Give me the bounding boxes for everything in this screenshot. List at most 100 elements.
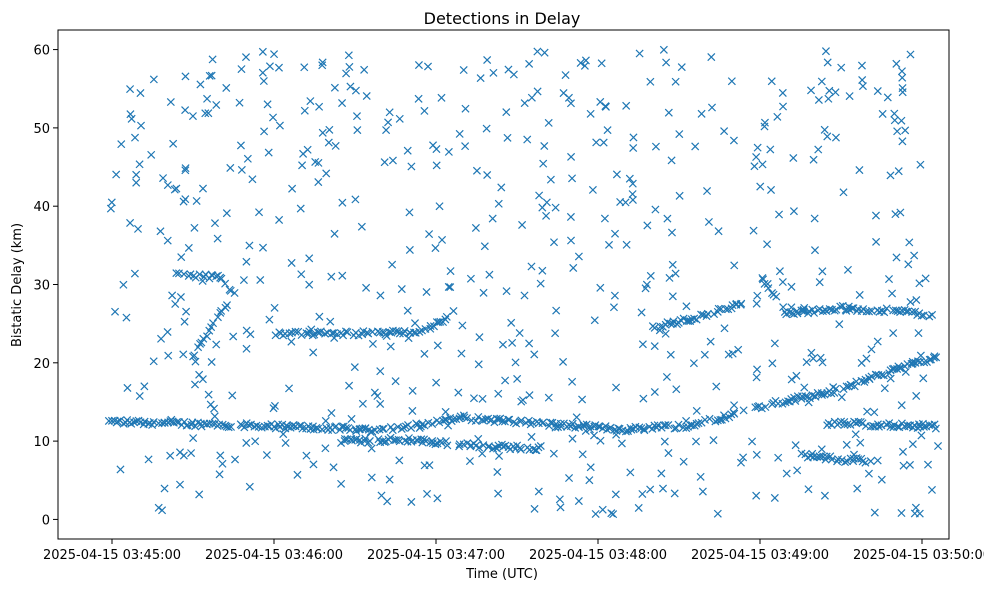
data-point <box>322 169 331 178</box>
data-point <box>291 327 300 336</box>
data-point <box>160 418 169 427</box>
data-point <box>727 77 736 86</box>
data-point <box>437 438 446 447</box>
data-point <box>572 413 581 422</box>
data-point <box>814 95 823 105</box>
data-point <box>835 320 844 329</box>
data-point <box>736 458 746 467</box>
data-point <box>490 418 499 427</box>
data-point <box>309 460 318 469</box>
data-point <box>653 421 662 430</box>
data-point <box>237 165 246 174</box>
data-point <box>123 383 132 392</box>
data-point <box>617 439 626 448</box>
data-point <box>149 417 158 427</box>
data-point <box>144 455 153 464</box>
data-point <box>890 109 899 118</box>
data-point <box>210 219 220 228</box>
data-point <box>474 360 483 369</box>
data-point <box>849 457 858 466</box>
data-point <box>466 274 475 283</box>
data-point <box>428 141 438 150</box>
data-point <box>132 178 141 187</box>
data-point <box>527 262 536 271</box>
data-point <box>228 391 237 400</box>
data-point <box>884 275 894 284</box>
data-point <box>831 88 840 97</box>
data-point <box>720 324 729 333</box>
data-point <box>212 340 221 349</box>
data-point <box>707 53 716 62</box>
data-point <box>157 334 166 343</box>
data-point <box>218 420 227 429</box>
data-point <box>552 306 561 315</box>
data-point <box>931 424 940 433</box>
data-point <box>513 374 522 383</box>
data-point <box>880 308 889 317</box>
data-point <box>713 509 722 518</box>
data-point <box>568 434 577 443</box>
data-point <box>787 303 796 312</box>
data-point <box>845 92 854 101</box>
data-point <box>245 241 254 250</box>
data-point <box>352 112 362 121</box>
data-point <box>591 509 600 518</box>
data-point <box>538 266 547 275</box>
data-point <box>556 503 565 512</box>
data-point <box>296 204 305 213</box>
data-point <box>181 72 190 81</box>
data-point <box>804 485 813 494</box>
data-point <box>181 166 190 175</box>
data-point <box>388 260 397 269</box>
data-point <box>658 484 668 493</box>
data-point <box>527 432 536 441</box>
data-point <box>797 394 806 403</box>
data-point <box>807 348 816 357</box>
data-point <box>898 447 908 456</box>
data-point <box>236 141 245 150</box>
data-point <box>789 153 798 163</box>
data-point <box>408 386 417 395</box>
data-point <box>824 94 833 103</box>
data-point <box>258 243 268 252</box>
data-point <box>358 399 367 408</box>
data-point <box>919 374 928 383</box>
data-point <box>894 362 903 371</box>
data-point <box>822 452 831 461</box>
data-point <box>530 504 539 513</box>
data-point <box>160 484 169 493</box>
data-point <box>300 63 309 72</box>
data-point <box>775 210 784 219</box>
data-point <box>126 218 135 227</box>
data-point <box>817 390 826 400</box>
data-point <box>908 440 917 449</box>
data-point <box>364 329 373 338</box>
data-point <box>163 236 172 245</box>
data-point <box>244 421 253 430</box>
data-point <box>914 420 923 429</box>
data-point <box>668 292 677 301</box>
data-point <box>883 93 892 102</box>
data-point <box>458 321 467 330</box>
data-point <box>642 280 651 289</box>
data-point <box>423 62 433 71</box>
data-point <box>772 292 781 301</box>
data-point <box>611 490 620 499</box>
data-point <box>135 160 144 169</box>
data-point <box>536 441 545 451</box>
data-point <box>179 451 188 460</box>
data-point <box>156 227 165 236</box>
data-point <box>460 413 469 422</box>
data-point <box>485 270 494 279</box>
data-point <box>566 212 575 221</box>
data-point <box>205 71 214 80</box>
data-point <box>628 195 637 204</box>
data-point <box>163 181 172 190</box>
data-point <box>224 423 233 432</box>
data-point <box>650 387 659 397</box>
data-point <box>251 437 260 446</box>
data-point <box>855 290 864 299</box>
data-point <box>351 86 360 95</box>
data-point <box>226 163 235 172</box>
data-point <box>823 132 832 141</box>
